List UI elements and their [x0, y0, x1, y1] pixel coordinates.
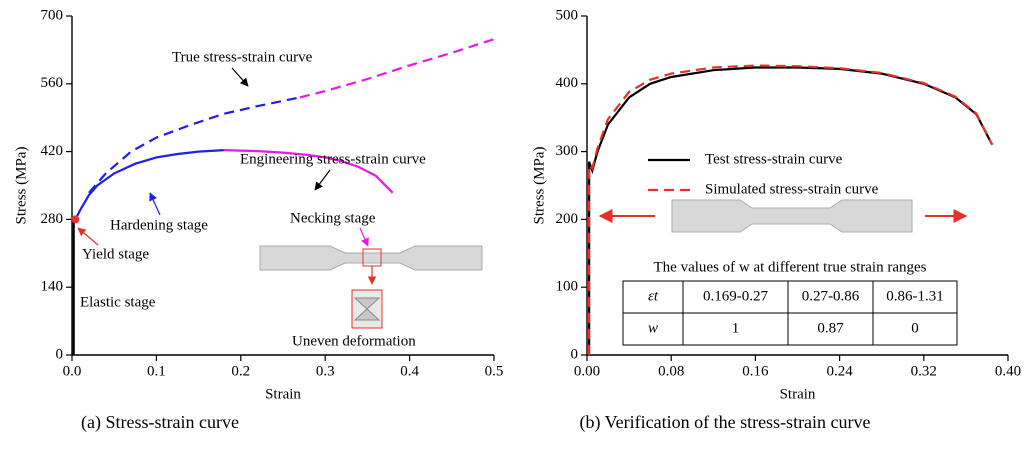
y-tick-label: 0	[571, 346, 579, 362]
y-tick-label: 500	[556, 7, 579, 23]
table-cell: 1	[732, 320, 740, 336]
x-tick-label: 0.2	[231, 363, 250, 379]
caption: (a) Stress-strain curve	[81, 412, 239, 433]
annotation: Uneven deformation	[292, 333, 416, 349]
x-tick-label: 0.24	[826, 363, 853, 379]
y-tick-label: 0	[56, 346, 64, 362]
x-tick-label: 0.32	[911, 363, 937, 379]
x-axis-title: Strain	[265, 386, 301, 402]
x-tick-label: 0.08	[658, 363, 684, 379]
annotation: True stress-strain curve	[172, 49, 313, 65]
annotation: Engineering stress-strain curve	[240, 151, 426, 167]
x-tick-label: 0.40	[995, 363, 1021, 379]
y-tick-label: 200	[556, 211, 579, 227]
table-cell: 0.27-0.86	[802, 288, 860, 304]
y-tick-label: 140	[41, 279, 64, 295]
annotation: Elastic stage	[80, 294, 156, 310]
yield-point	[71, 215, 80, 224]
y-axis-title: Stress (MPa)	[13, 147, 29, 225]
y-tick-label: 100	[556, 279, 579, 295]
legend-label: Simulated stress-strain curve	[705, 181, 879, 197]
annotation-arrows	[77, 67, 377, 285]
table-cell: 0	[911, 320, 919, 336]
y-axis-title: Stress (MPa)	[531, 147, 547, 225]
x-tick-label: 0.16	[742, 363, 769, 379]
caption: (b) Verification of the stress-strain cu…	[579, 412, 870, 433]
curve	[74, 149, 224, 220]
specimen-right	[598, 199, 968, 233]
annotation: Yield stage	[82, 246, 149, 262]
legend-label: Test stress-strain curve	[705, 151, 843, 167]
y-tick-label: 300	[556, 143, 579, 159]
table-cell: w	[648, 320, 658, 336]
x-tick-label: 0.00	[574, 363, 600, 379]
specimen-left	[259, 245, 483, 329]
table-cell: 0.169-0.27	[703, 288, 768, 304]
annotation: Necking stage	[290, 210, 376, 226]
x-tick-label: 0.4	[400, 363, 419, 379]
curve	[88, 96, 301, 194]
y-tick-label: 420	[41, 143, 64, 159]
table-title: The values of w at different true strain…	[654, 259, 927, 275]
table-cell: 0.86-1.31	[886, 288, 944, 304]
y-tick-label: 560	[41, 75, 64, 91]
x-tick-label: 0.3	[316, 363, 335, 379]
y-tick-label: 400	[556, 75, 579, 91]
annotation: Hardening stage	[110, 217, 208, 233]
x-tick-label: 0.1	[147, 363, 166, 379]
x-axis-title: Strain	[780, 386, 816, 402]
table-cell: εt	[648, 288, 659, 304]
curve	[223, 149, 394, 194]
table-cell: 0.87	[817, 320, 844, 336]
y-tick-label: 700	[41, 7, 64, 23]
x-tick-label: 0.5	[485, 363, 504, 379]
curve	[299, 38, 495, 99]
y-tick-label: 280	[41, 211, 64, 227]
x-tick-label: 0.0	[63, 363, 82, 379]
curve	[588, 64, 994, 355]
